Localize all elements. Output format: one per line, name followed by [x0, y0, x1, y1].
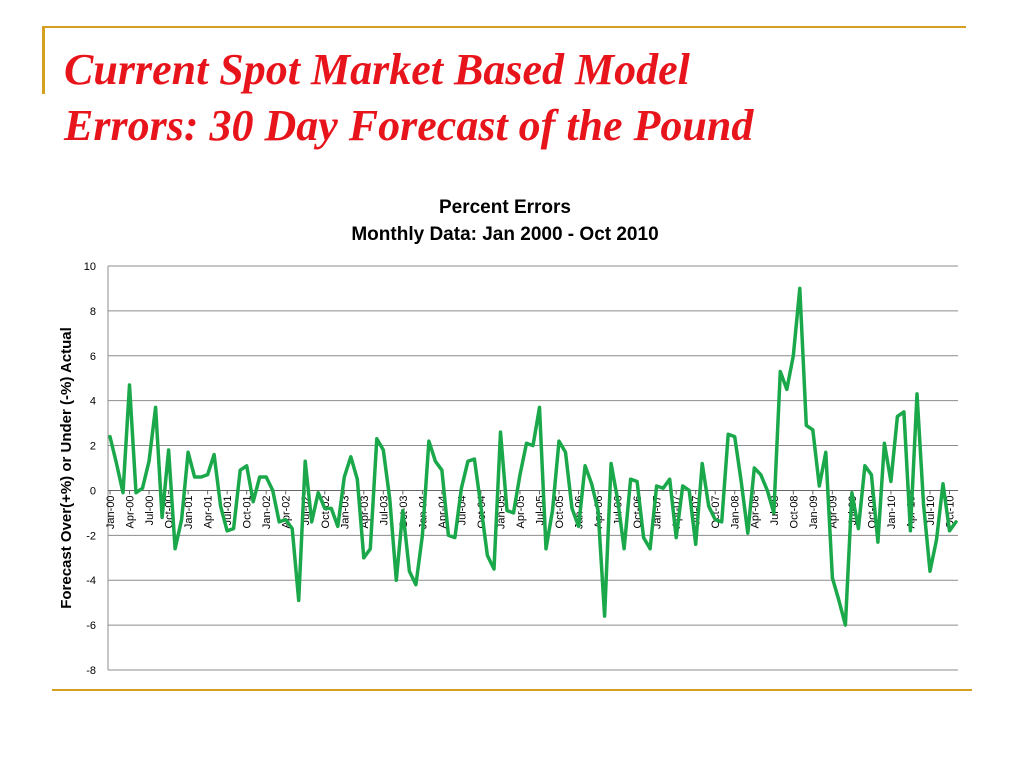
y-tick-label: -4 [86, 575, 96, 587]
x-tick-label: Jan-00 [105, 495, 117, 529]
x-tick-label: Jan-10 [886, 495, 898, 529]
x-tick-label: Jan-01 [183, 495, 195, 529]
y-tick-labels: 10 8 6 4 2 0 -2 -4 -6 -8 [84, 261, 96, 677]
y-tick-label: 6 [90, 351, 96, 363]
y-tick-label: -6 [86, 620, 96, 632]
y-tick-label: 0 [90, 485, 96, 497]
x-tick-label: Oct-08 [788, 495, 800, 528]
x-tick-label: Apr-01 [203, 495, 215, 528]
slide-title: Current Spot Market Based Model Errors: … [64, 42, 984, 154]
gridlines [107, 265, 958, 671]
y-tick-label: 8 [90, 306, 96, 318]
y-tick-label: -8 [86, 665, 96, 677]
y-tick-label: 4 [90, 396, 96, 408]
chart-title: Percent Errors [439, 197, 571, 218]
chart-subtitle: Monthly Data: Jan 2000 - Oct 2010 [351, 224, 658, 245]
y-axis-label: Forecast Over(+%) or Under (-%) Actual [58, 327, 75, 609]
x-tick-label: Jul-00 [144, 495, 156, 525]
x-tick-label: Jul-03 [378, 495, 390, 525]
series-line [108, 286, 958, 627]
x-tick-label: Jan-02 [261, 495, 273, 529]
series-group [108, 286, 958, 627]
x-tick-label: Apr-00 [125, 495, 137, 528]
x-tick-label: Jan-09 [808, 495, 820, 529]
slide-title-line-2: Errors: 30 Day Forecast of the Pound [64, 101, 754, 150]
title-accent-horizontal [42, 26, 966, 28]
x-tick-label: Jan-08 [730, 495, 742, 529]
slide-title-line-1: Current Spot Market Based Model [64, 45, 690, 94]
title-accent-vertical [42, 26, 45, 94]
x-tick-label: Oct-01 [242, 495, 254, 528]
y-tick-label: -2 [86, 530, 96, 542]
bottom-accent-rule [52, 689, 972, 691]
x-tick-label: Jul-10 [925, 495, 937, 525]
x-tick-label: Oct-05 [554, 495, 566, 528]
y-tick-label: 10 [84, 261, 96, 273]
y-tick-label: 2 [90, 441, 96, 453]
x-tick-label: Apr-05 [515, 495, 527, 528]
